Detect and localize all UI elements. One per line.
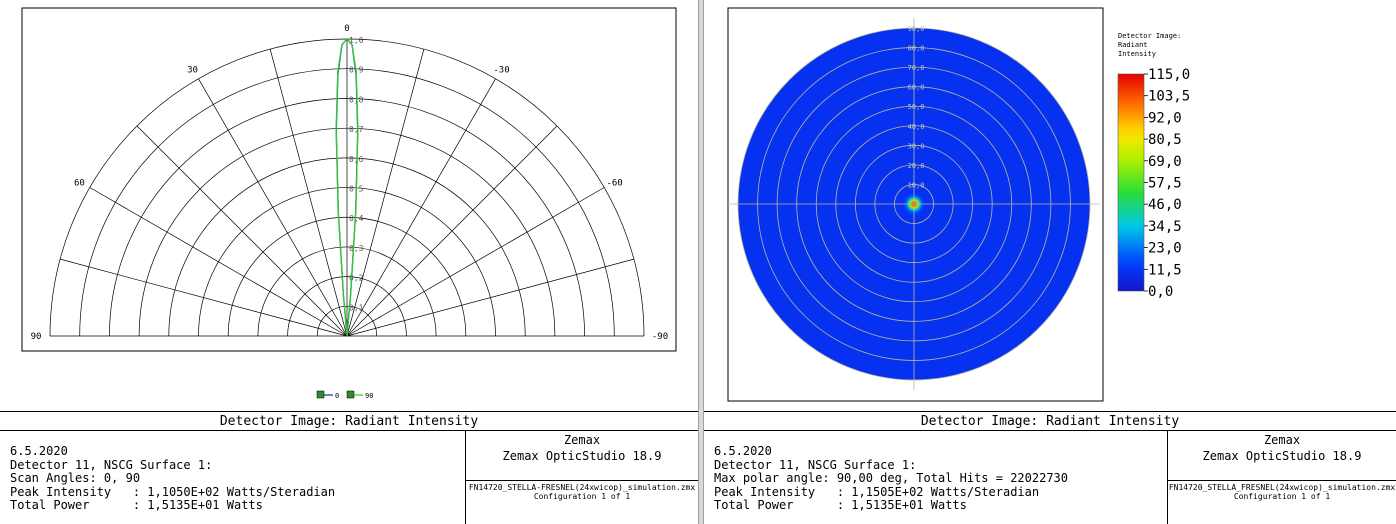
detector-image-panel: 10,0 20,0 30,0 40,0 50,0 60,0 70,0 80,0 90,0 Dete… (704, 0, 1396, 524)
angular-gridline (60, 258, 348, 337)
chart-title: Detector Image: Radiant Intensity (0, 411, 698, 431)
info-line-power: Total Power : 1,5135E+01 Watts (10, 498, 263, 513)
info-text: 6.5.2020 Detector 11, NSCG Surface 1: Scan… (0, 431, 466, 524)
radial-tick-label: 70,0 (908, 64, 925, 72)
colorbar-tick-label: 92,0 (1148, 110, 1182, 126)
file-name: FN14720_STELLA_FRESNEL(24xwicop)_simulat… (1168, 483, 1396, 492)
angle-tick-label: -60 (606, 179, 622, 189)
plot-frame (21, 7, 677, 352)
colorbar-tick-label: 57,5 (1148, 176, 1182, 192)
radial-tick-label: 0,7 (349, 125, 364, 134)
legend-label: 0 (335, 392, 339, 400)
angular-gridline (346, 258, 634, 337)
angle-tick-label: 0 (344, 24, 349, 34)
info-brand-box: Zemax Zemax OpticStudio 18.9 FN14720_STE… (1168, 431, 1396, 524)
file-name: FN14720_STELLA-FRESNEL(24xwicop)_simulat… (468, 483, 696, 492)
colorbar-tick-label: 0,0 (1148, 284, 1173, 300)
colorbar-tick-label: 46,0 (1148, 197, 1182, 213)
info-line-scan: Scan Angles: 0, 90 (10, 471, 141, 486)
angular-gridline (136, 125, 348, 337)
radial-tick-label: 20,0 (908, 162, 925, 170)
radial-tick-label: 10,0 (908, 181, 925, 189)
radial-tick-label: 0,6 (349, 155, 364, 164)
chart-title: Detector Image: Radiant Intensity (704, 411, 1396, 431)
radial-tick-label: 0,2 (349, 274, 364, 283)
angle-tick-label: 30 (187, 65, 198, 75)
colorbar-tick-label: 23,0 (1148, 241, 1182, 257)
radial-tick-label: 40,0 (908, 123, 925, 131)
radial-tick-label: 80,0 (908, 45, 925, 53)
brand-version: Zemax OpticStudio 18.9 (502, 449, 662, 463)
info-line-date: 6.5.2020 (714, 444, 772, 458)
info-line-detector: Detector 11, NSCG Surface 1: (10, 457, 213, 472)
radial-tick-label: 1,0 (349, 36, 364, 45)
colorbar-tick-label: 11,5 (1148, 262, 1182, 278)
angular-gridline (198, 78, 348, 337)
info-line-power: Total Power : 1,5135E+01 Watts (714, 498, 967, 513)
radial-tick-label: 0,1 (349, 303, 364, 312)
angular-gridline (269, 49, 348, 337)
radial-tick-label: 50,0 (908, 103, 925, 111)
series-line (335, 38, 359, 337)
angular-gridline (346, 78, 496, 337)
brand-name: Zemax (1263, 433, 1301, 447)
colorbar-title: Radiant (1118, 41, 1148, 49)
legend-marker (316, 390, 325, 399)
config-label: Configuration 1 of 1 (533, 492, 631, 501)
plot-frame (727, 7, 1104, 402)
info-line-polar: Max polar angle: 90,00 deg, Total Hits =… (714, 471, 1069, 486)
brand-name: Zemax (563, 433, 601, 447)
config-label: Configuration 1 of 1 (1233, 492, 1331, 501)
colorbar-title: Detector Image: (1118, 32, 1181, 40)
radial-tick-label: 90,0 (908, 25, 925, 33)
radial-tick-label: 60,0 (908, 84, 925, 92)
angle-tick-label: -30 (493, 65, 509, 75)
angle-tick-label: 90 (31, 332, 42, 342)
colorbar-tick-label: 69,0 (1148, 154, 1182, 170)
info-line-peak: Peak Intensity : 1,1050E+02 Watts/Sterad… (10, 484, 336, 499)
colorbar (1117, 73, 1145, 292)
radial-tick-label: 0,3 (349, 244, 364, 253)
info-brand-box: Zemax Zemax OpticStudio 18.9 FN14720_STE… (466, 431, 698, 524)
file-info: FN14720_STELLA_FRESNEL(24xwicop)_simulat… (1168, 480, 1396, 501)
radial-tick-label: 30,0 (908, 142, 925, 150)
angular-gridline (346, 187, 605, 337)
radial-tick-label: 0,4 (349, 214, 364, 223)
colorbar-title: Intensity (1118, 50, 1156, 58)
angle-tick-label: -90 (652, 332, 668, 342)
colorbar-tick-label: 34,5 (1148, 219, 1182, 235)
panel-divider[interactable] (698, 0, 704, 524)
angular-gridline (346, 49, 425, 337)
colorbar-tick-label: 115,0 (1148, 67, 1190, 83)
info-line-peak: Peak Intensity : 1,1505E+02 Watts/Sterad… (714, 484, 1040, 499)
info-line-date: 6.5.2020 (10, 444, 68, 458)
polar-plot-panel: 0 30 -30 60 -60 90 -90 0,1 0,2 0,3 0,4 0,5 0,6 0,7 0,8… (0, 7, 698, 524)
legend-marker (346, 390, 355, 399)
colorbar-tick-label: 103,5 (1148, 89, 1190, 105)
colorbar-tick-label: 80,5 (1148, 132, 1182, 148)
info-line-detector: Detector 11, NSCG Surface 1: (714, 457, 917, 472)
info-text: 6.5.2020 Detector 11, NSCG Surface 1: Max … (704, 431, 1168, 524)
angle-tick-label: 60 (74, 179, 85, 189)
file-info: FN14720_STELLA-FRESNEL(24xwicop)_simulat… (466, 480, 698, 501)
heatmap-chart: 10,0 20,0 30,0 40,0 50,0 60,0 70,0 80,0 90,0 Dete… (727, 7, 1190, 402)
angular-gridline (346, 125, 558, 337)
legend-label: 90 (365, 392, 373, 400)
angular-gridline (89, 187, 348, 337)
brand-version: Zemax OpticStudio 18.9 (1202, 449, 1362, 463)
